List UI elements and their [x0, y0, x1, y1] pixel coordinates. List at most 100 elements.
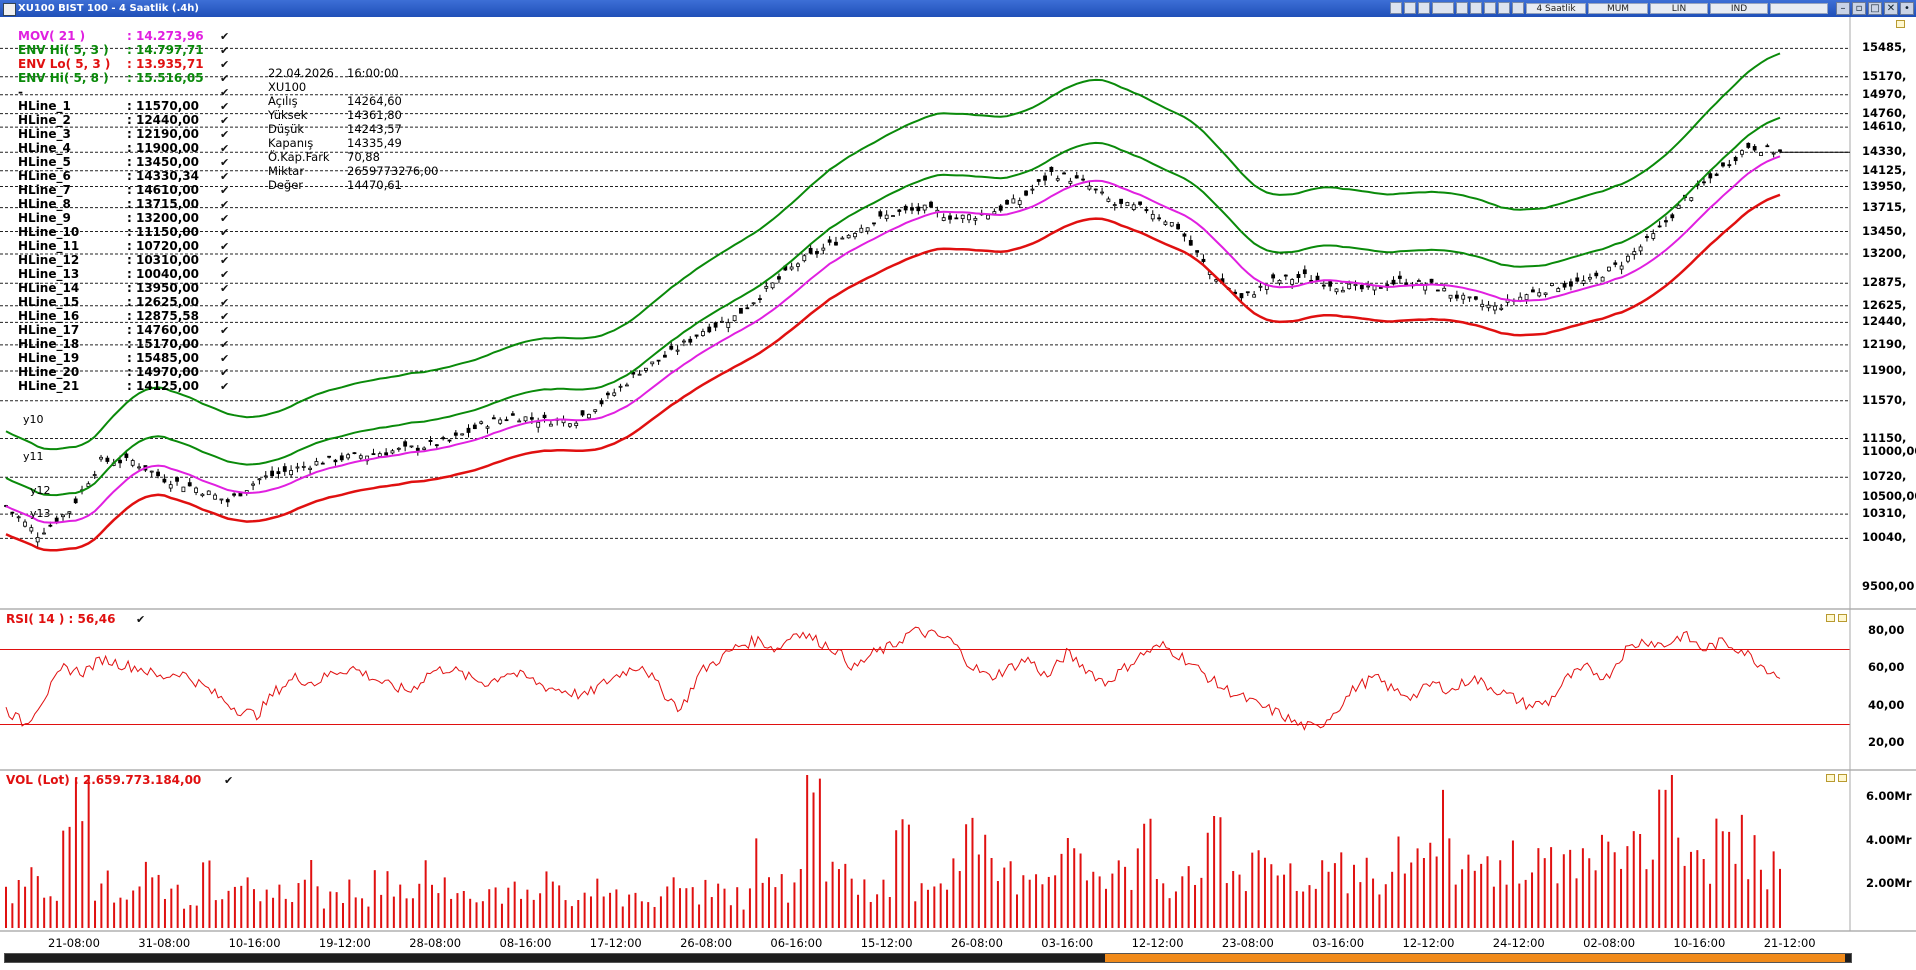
hline-legend-value: : 10310,00 — [127, 253, 199, 267]
candle-body — [751, 302, 756, 305]
candle-body — [339, 455, 344, 461]
visibility-check-icon[interactable]: ✔ — [220, 44, 230, 57]
candle-body — [1252, 294, 1257, 298]
hline-legend-label: HLine_17 — [18, 323, 80, 337]
visibility-check-icon[interactable]: ✔ — [220, 198, 230, 211]
panel-rsi-ctrl-icon-1[interactable] — [1826, 614, 1835, 622]
visibility-check-icon[interactable]: ✔ — [220, 72, 230, 85]
toolbar-draw-icon[interactable] — [1418, 2, 1430, 14]
toolbar-refresh-icon[interactable] — [1498, 2, 1510, 14]
visibility-check-icon[interactable]: ✔ — [220, 100, 230, 113]
price-tick: 12625, — [1862, 297, 1907, 312]
chart-type-selector[interactable]: MUM — [1588, 3, 1648, 14]
vol-tick: 2.00Mr — [1866, 876, 1912, 891]
candle-body — [732, 315, 737, 322]
visibility-check-icon[interactable]: ✔ — [220, 142, 230, 155]
candle-body — [1017, 200, 1022, 205]
candle-body — [1150, 213, 1155, 220]
visibility-check-icon[interactable]: ✔ — [220, 86, 230, 99]
visibility-check-icon[interactable]: ✔ — [220, 212, 230, 225]
candle-body — [745, 307, 750, 310]
panel-rsi-ctrl-icon-2[interactable] — [1838, 614, 1847, 622]
candle-body — [1093, 188, 1098, 191]
time-tick: 24-12:00 — [1492, 936, 1545, 950]
horizontal-scrollbar[interactable] — [4, 953, 1852, 963]
price-tick: 13950, — [1862, 178, 1907, 193]
candle-body — [669, 345, 674, 350]
visibility-check-icon[interactable]: ✔ — [220, 282, 230, 295]
toolbar-format-icon[interactable] — [1432, 2, 1454, 14]
visibility-check-icon[interactable]: ✔ — [220, 156, 230, 169]
candle-body — [1366, 285, 1371, 288]
candle-body — [1347, 283, 1352, 290]
candle-body — [593, 409, 598, 412]
toolbar-tool-icon[interactable] — [1390, 2, 1402, 14]
candle-body — [92, 474, 97, 476]
candle-body — [434, 444, 439, 447]
pin-icon[interactable]: • — [1900, 2, 1914, 15]
vol-check-icon[interactable]: ✔ — [224, 774, 234, 787]
visibility-check-icon[interactable]: ✔ — [220, 268, 230, 281]
rsi-check-icon[interactable]: ✔ — [136, 613, 146, 626]
visibility-check-icon[interactable]: ✔ — [220, 226, 230, 239]
visibility-check-icon[interactable]: ✔ — [220, 380, 230, 393]
legend-mov-value: : 14.273,96 — [127, 29, 204, 43]
toolbar-pan-icon[interactable] — [1484, 2, 1496, 14]
candle-body — [808, 247, 813, 254]
price-tick: 10040, — [1862, 530, 1907, 545]
scale-selector[interactable]: LIN — [1650, 3, 1708, 14]
visibility-check-icon[interactable]: ✔ — [220, 324, 230, 337]
candle-body — [491, 417, 496, 420]
visibility-check-icon[interactable]: ✔ — [220, 352, 230, 365]
candle-body — [1296, 274, 1301, 278]
visibility-check-icon[interactable]: ✔ — [220, 30, 230, 43]
candle-body — [1087, 185, 1092, 190]
visibility-check-icon[interactable]: ✔ — [220, 58, 230, 71]
panel-price-ctrl-icon[interactable] — [1896, 20, 1905, 28]
visibility-check-icon[interactable]: ✔ — [220, 184, 230, 197]
candle-body — [1125, 202, 1130, 207]
candle-body — [1575, 277, 1580, 282]
scrollbar-thumb[interactable] — [1105, 954, 1845, 962]
legend-env-hi-53-label: ENV Hi( 5, 3 ) — [18, 43, 109, 57]
toolbar-table-icon[interactable] — [1404, 2, 1416, 14]
close-icon[interactable]: ✕ — [1884, 2, 1898, 15]
hline-legend-label: HLine_11 — [18, 239, 80, 253]
toolbar-pen-icon[interactable] — [1470, 2, 1482, 14]
minimize-icon[interactable]: – — [1836, 2, 1850, 15]
candle-body — [1619, 265, 1624, 270]
candle-body — [1214, 279, 1219, 282]
visibility-check-icon[interactable]: ✔ — [220, 338, 230, 351]
visibility-check-icon[interactable]: ✔ — [220, 128, 230, 141]
time-tick: 28-08:00 — [409, 936, 462, 950]
candle-body — [618, 385, 623, 388]
candle-body — [270, 470, 275, 477]
visibility-check-icon[interactable]: ✔ — [220, 366, 230, 379]
panel-vol-ctrl-icon-1[interactable] — [1826, 774, 1835, 782]
candle-body — [1290, 279, 1295, 285]
visibility-check-icon[interactable]: ✔ — [220, 114, 230, 127]
visibility-check-icon[interactable]: ✔ — [220, 296, 230, 309]
annotation-y10: y10 — [23, 413, 44, 426]
indicator-selector[interactable]: IND — [1710, 3, 1768, 14]
visibility-check-icon[interactable]: ✔ — [220, 170, 230, 183]
hline-legend-value: : 12190,00 — [127, 127, 199, 141]
visibility-check-icon[interactable]: ✔ — [220, 254, 230, 267]
window-title-bar: XU100 BIST 100 - 4 Saatlik (.4h) 4 Saatl… — [0, 0, 1916, 17]
visibility-check-icon[interactable]: ✔ — [220, 310, 230, 323]
indicator-selector-2[interactable] — [1770, 3, 1828, 14]
candle-body — [510, 413, 515, 416]
panel-vol-ctrl-icon-2[interactable] — [1838, 774, 1847, 782]
candle-body — [1778, 149, 1782, 152]
maximize-icon[interactable]: □ — [1868, 2, 1882, 15]
restore-icon[interactable]: ▫ — [1852, 2, 1866, 15]
toolbar-link-icon[interactable] — [1512, 2, 1524, 14]
period-selector[interactable]: 4 Saatlik — [1526, 3, 1586, 14]
candle-body — [441, 437, 446, 440]
toolbar-zoom-icon[interactable] — [1456, 2, 1468, 14]
candle-body — [694, 334, 699, 337]
info-value: 70,88 — [347, 150, 380, 164]
visibility-check-icon[interactable]: ✔ — [220, 240, 230, 253]
price-tick: 15485, — [1862, 40, 1907, 55]
